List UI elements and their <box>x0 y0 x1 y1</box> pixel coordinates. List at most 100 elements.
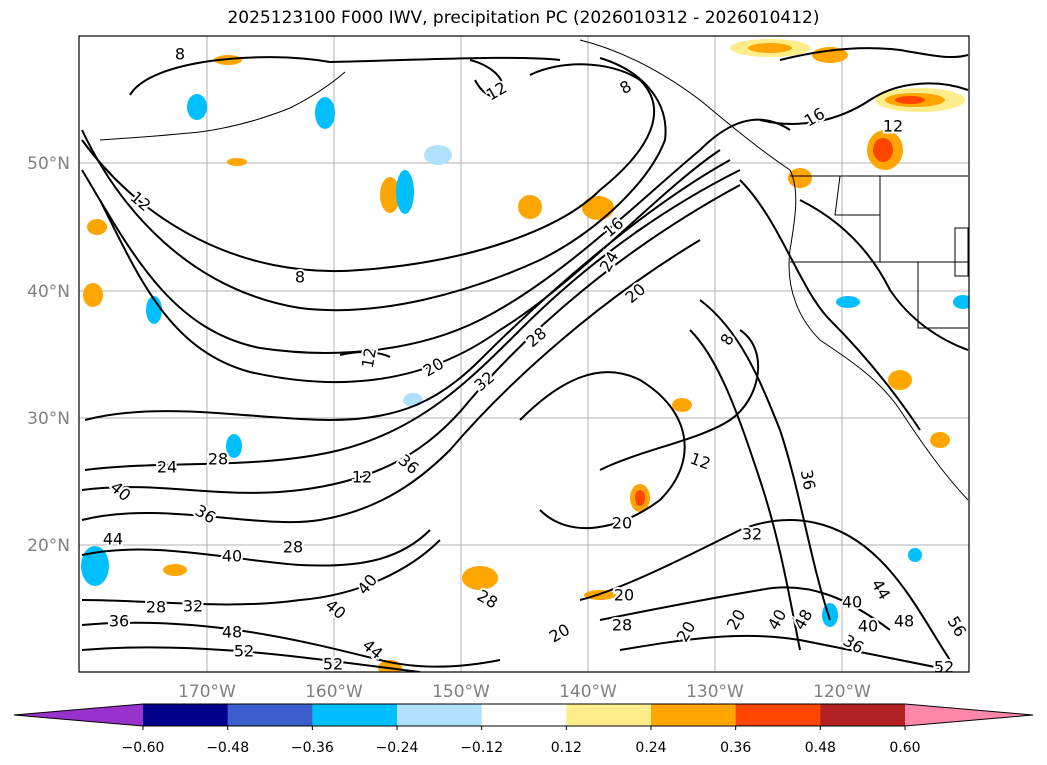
contour-label: 40 <box>222 547 242 566</box>
colorbar-box <box>312 704 398 726</box>
lat-label-20n: 20°N <box>27 536 70 556</box>
contour-line <box>599 329 760 471</box>
contour-line <box>469 59 504 98</box>
contour-label: 52 <box>234 642 254 661</box>
state-border <box>954 227 969 277</box>
lat-label-30n: 30°N <box>27 409 70 429</box>
contour-label: 48 <box>894 612 914 631</box>
colorbar-tick-label: 0.12 <box>551 740 582 756</box>
contour-line <box>81 621 501 668</box>
contour-label: 44 <box>359 635 387 663</box>
contour-label: 28 <box>522 323 550 351</box>
contour-label: 52 <box>323 655 343 674</box>
contour-label: 48 <box>222 623 242 642</box>
contour-line <box>779 47 969 61</box>
precip-patch <box>396 170 414 214</box>
precip-patch <box>888 370 912 390</box>
colorbar-tick-label: −0.24 <box>376 740 419 756</box>
colorbar-extend-low <box>14 704 143 726</box>
state-border <box>834 175 880 216</box>
precip-patch <box>462 566 498 590</box>
contour-line <box>81 63 656 273</box>
contour-line <box>689 329 801 651</box>
lon-label-150w: 150°W <box>432 682 490 702</box>
contour-label: 56 <box>944 613 971 640</box>
contour-label: 44 <box>103 530 123 549</box>
colorbar-box <box>227 704 313 726</box>
lon-label-120w: 120°W <box>813 682 871 702</box>
colorbar-extend-high <box>905 704 1033 726</box>
precip-patch <box>895 96 925 104</box>
contour-line <box>759 82 969 125</box>
longitude-labels: 170°W 160°W 150°W 140°W 130°W 120°W <box>178 682 871 702</box>
colorbar-tick-label: 0.24 <box>635 740 666 756</box>
contour-label: 52 <box>934 658 954 677</box>
colorbar-tick-label: 0.60 <box>889 740 920 756</box>
contour-label: 40 <box>842 593 862 612</box>
contour-label: 20 <box>723 606 750 633</box>
precip-patch <box>81 546 109 586</box>
gridlines <box>79 36 969 672</box>
map-frame <box>78 35 970 673</box>
contour-label: 28 <box>612 616 632 635</box>
contour-label: 36 <box>109 612 129 631</box>
contour-line <box>81 57 667 312</box>
contour-line <box>84 159 731 422</box>
lon-label-140w: 140°W <box>559 682 617 702</box>
contour-label: 8 <box>175 45 185 64</box>
precip-patch <box>836 296 860 308</box>
lon-label-170w: 170°W <box>178 682 236 702</box>
contour-label: 40 <box>322 595 350 623</box>
map-title: 2025123100 F000 IWV, precipitation PC (2… <box>227 8 820 28</box>
colorbar-box <box>651 704 737 726</box>
contour-label: 12 <box>358 346 380 369</box>
contour-line <box>339 351 391 358</box>
precip-patch <box>635 490 645 506</box>
state-border <box>917 262 968 329</box>
contour-label: 12 <box>127 187 155 215</box>
precip-patch <box>748 43 792 53</box>
contour-line <box>599 586 891 631</box>
precip-patch <box>930 432 950 448</box>
colorbar-tick-label: −0.36 <box>291 740 334 756</box>
contour-label: 32 <box>470 367 498 395</box>
precip-patch <box>788 168 812 188</box>
precip-patch <box>227 158 247 166</box>
contour-label: 20 <box>612 514 632 533</box>
contour-line <box>81 539 441 606</box>
precip-patch <box>87 219 107 235</box>
colorbar-box <box>143 704 229 726</box>
precip-patch <box>908 548 922 562</box>
contour-label: 40 <box>107 477 135 505</box>
contour-line <box>699 299 831 621</box>
colorbar-tick-label: −0.48 <box>206 740 249 756</box>
contour-line <box>81 118 791 354</box>
contour-line <box>129 56 561 96</box>
contour-label: 32 <box>183 597 203 616</box>
contour-label: 12 <box>688 449 714 474</box>
contour-label: 16 <box>801 104 828 131</box>
precip-patch <box>315 97 335 129</box>
contour-label: 12 <box>483 78 510 105</box>
contour-label: 48 <box>790 606 817 633</box>
contour-line <box>579 519 951 661</box>
contour-label: 28 <box>146 598 166 617</box>
north-america-coast <box>579 39 969 501</box>
contour-label: 12 <box>883 117 903 136</box>
lat-label-40n: 40°N <box>27 282 70 302</box>
contour-line <box>81 646 421 672</box>
contour-label: 36 <box>797 468 819 491</box>
precip-patch <box>424 145 452 165</box>
contour-line <box>81 184 741 494</box>
contour-label: 20 <box>420 354 447 381</box>
contour-label: 20 <box>546 620 573 647</box>
contour-line <box>84 169 741 471</box>
precip-patch <box>380 177 400 213</box>
precip-patch <box>226 434 242 458</box>
precip-patch <box>953 295 969 309</box>
contour-label: 40 <box>858 617 878 636</box>
contour-label: 20 <box>614 586 634 605</box>
coastlines <box>99 39 969 501</box>
colorbar-box <box>481 704 567 726</box>
